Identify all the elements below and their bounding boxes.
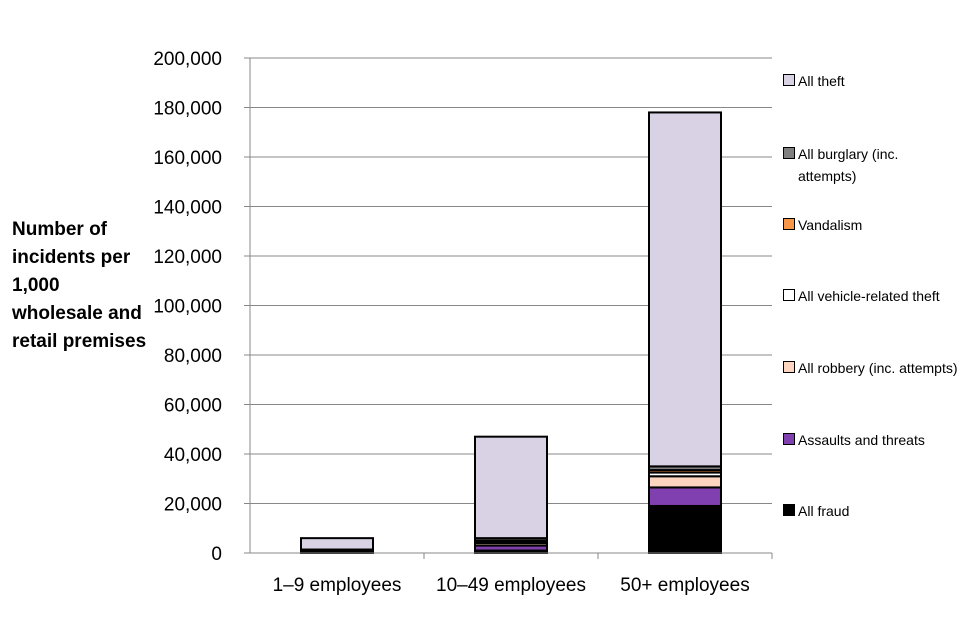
legend-label: All burglary (inc. attempts) [798,146,899,184]
y-tick-label: 40,000 [164,445,222,466]
bars [300,111,722,555]
legend-swatch [783,433,795,445]
legend-label: All vehicle-related theft [798,288,940,304]
y-tick-label: 80,000 [164,346,222,367]
legend-swatch [783,504,795,516]
y-axis-label: Number of incidents per 1,000 wholesale … [12,219,147,352]
legend-swatch [783,218,795,230]
y-tick-label: 140,000 [153,198,222,219]
legend-label: All theft [798,73,845,89]
legend-swatch [783,147,795,159]
legend-label: All fraud [798,503,850,519]
y-tick-label: 120,000 [153,247,222,268]
bar-segment [648,486,722,507]
y-tick-label: 100,000 [153,297,222,318]
bar-segment [648,475,722,489]
legend-swatch [783,74,795,86]
bar-segment [300,537,374,551]
legend-swatch [783,289,795,301]
bar-segment [474,435,548,540]
x-tick-label: 10–49 employees [436,575,586,596]
y-tick-label: 160,000 [153,148,222,169]
legend-label: Vandalism [798,217,863,233]
y-tick-label: 60,000 [164,396,222,417]
y-tick-label: 20,000 [164,495,222,516]
y-tick-label: 200,000 [153,49,222,70]
x-tick-label: 1–9 employees [273,575,402,596]
gridlines [250,57,772,504]
tick-labels: 0 20,000 40,000 60,000 80,000 100,000 120,000 1… [153,49,749,596]
legend-swatch [783,361,795,373]
legend-label: All robbery (inc. attempts) [798,360,958,376]
y-tick-label: 180,000 [153,99,222,120]
bar-segment [648,504,722,555]
bar-segment [648,111,722,468]
x-tick-label: 50+ employees [620,575,749,596]
y-tick-label: 0 [211,544,222,565]
legend-label: Assaults and threats [798,432,925,448]
axes [244,57,773,559]
